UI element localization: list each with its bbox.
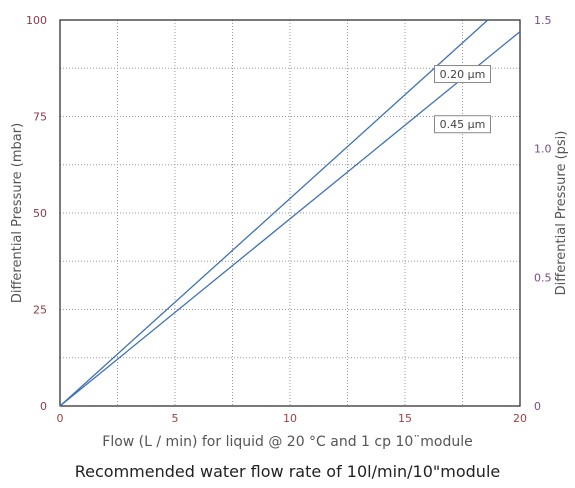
x-tick-label: 5	[172, 412, 179, 425]
y-tick-label: 0	[40, 400, 47, 413]
y-axis-label: Differential Pressure (mbar)	[10, 123, 25, 303]
y2-tick-label: 0.5	[534, 271, 552, 284]
series-label-box	[434, 115, 491, 134]
series-label-box	[434, 65, 491, 84]
x-tick-label: 0	[57, 412, 64, 425]
y2-tick-label: 1.5	[534, 14, 552, 27]
series-label: 0.45 µm	[440, 118, 486, 131]
y-tick-label: 50	[33, 207, 47, 220]
chart-caption: Recommended water flow rate of 10l/min/1…	[74, 462, 501, 481]
plot-frame	[59, 19, 521, 407]
y2-tick-label: 1.0	[534, 143, 552, 156]
series-line-1	[59, 19, 489, 407]
y2-tick-label: 0	[534, 400, 541, 413]
x-tick-label: 10	[283, 412, 297, 425]
y-tick-label: 25	[33, 304, 47, 317]
series-line-2	[59, 31, 521, 407]
chart: 0.20 µm 0.45 µm 0 5 10 15 20 0 25 50 75 100 0 0.5 1.0 1…	[10, 14, 569, 425]
y2-axis-label: Differential Pressure (psi)	[554, 131, 569, 296]
y-tick-label: 100	[26, 14, 47, 27]
x-tick-label: 20	[513, 412, 527, 425]
x-axis-label: Flow (L / min) for liquid @ 20 °C and 1 …	[102, 434, 473, 450]
series-label: 0.20 µm	[440, 68, 486, 81]
y-tick-label: 75	[33, 111, 47, 124]
x-tick-label: 15	[398, 412, 412, 425]
